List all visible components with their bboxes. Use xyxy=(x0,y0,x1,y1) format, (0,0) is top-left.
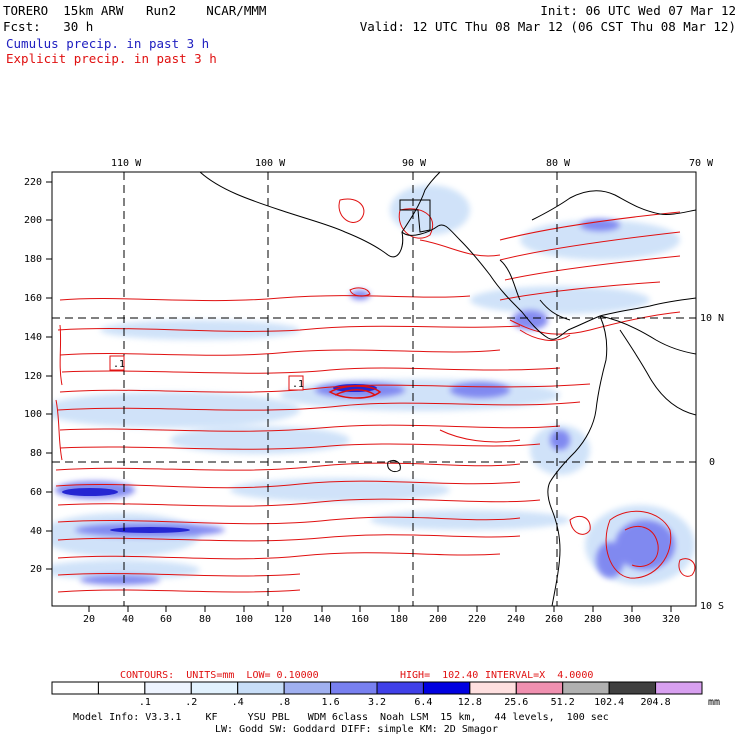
colorbar-swatch xyxy=(190,681,239,695)
colorbar-tick-label: 102.4 xyxy=(594,697,625,708)
coastlines xyxy=(199,172,696,606)
contour-label-box-2 xyxy=(288,375,304,391)
contours-interval: INTERVAL=X 4.0000 xyxy=(485,670,594,681)
colorbar-swatch xyxy=(608,681,657,695)
x-tick-label: 20 xyxy=(83,614,96,625)
lat-label-10n: 10 N xyxy=(700,313,725,324)
y-tick-label: 120 xyxy=(24,371,43,382)
lon-label-70w: 70 W xyxy=(689,158,714,169)
x-tick-label: 160 xyxy=(351,614,370,625)
valid-time: Valid: 12 UTC Thu 08 Mar 12 (06 CST Thu … xyxy=(359,19,736,34)
colorbar-swatch xyxy=(515,681,564,695)
colorbar-tick-label: 25.6 xyxy=(504,697,529,708)
y-tick-label: 180 xyxy=(24,254,43,265)
lon-label-100w: 100 W xyxy=(255,158,286,169)
lon-label-80w: 80 W xyxy=(546,158,571,169)
field-label-cumulus: Cumulus precip. in past 3 h xyxy=(6,36,210,51)
y-tick-label: 60 xyxy=(30,487,43,498)
colorbar-swatch xyxy=(562,681,610,695)
y-tick-label: 20 xyxy=(30,564,43,575)
y-tick-label: 40 xyxy=(30,526,43,537)
explicit-contours xyxy=(55,198,696,593)
lat-label-0: 0 xyxy=(709,457,716,468)
colorbar-swatch xyxy=(97,681,146,695)
model-info: Model Info: V3.3.1 KF YSU PBL WDM 6class… xyxy=(73,712,609,723)
x-tick-label: 100 xyxy=(235,614,254,625)
colorbar-tick-label: 1.6 xyxy=(321,697,340,708)
contour-label-2: .1 xyxy=(292,379,305,390)
x-tick-label: 60 xyxy=(160,614,173,625)
x-tick-label: 120 xyxy=(274,614,293,625)
x-tick-label: 280 xyxy=(584,614,603,625)
lat-label-10s: 10 S xyxy=(700,601,725,612)
lon-label-90w: 90 W xyxy=(402,158,427,169)
y-tick-label: 100 xyxy=(24,409,43,420)
colorbar-tick-label: .8 xyxy=(278,697,291,708)
colorbar-tick-label: 3.2 xyxy=(367,697,387,708)
colorbar-swatch xyxy=(422,681,471,695)
field-label-explicit: Explicit precip. in past 3 h xyxy=(6,51,217,66)
colorbar-swatch xyxy=(330,681,378,695)
x-tick-label: 320 xyxy=(662,614,681,625)
contours-info: CONTOURS: UNITS=mm LOW= 0.10000 xyxy=(120,670,319,681)
x-tick-label: 240 xyxy=(507,614,526,625)
lat-lon-grid xyxy=(52,172,696,606)
colorbar-swatch xyxy=(469,681,517,695)
init-time: Init: 06 UTC Wed 07 Mar 12 xyxy=(540,3,736,18)
x-tick-label: 80 xyxy=(199,614,212,625)
colorbar-tick-label: .1 xyxy=(138,697,151,708)
colorbar-swatch xyxy=(237,681,285,695)
contours-high: HIGH= 102.40 xyxy=(400,670,479,681)
precip-shading xyxy=(52,185,695,585)
colorbar-swatch xyxy=(144,681,192,695)
x-tick-label: 140 xyxy=(313,614,332,625)
colorbar-tick-label: 51.2 xyxy=(550,697,575,708)
colorbar-swatch xyxy=(655,681,703,695)
contour-label-box-1 xyxy=(109,355,125,371)
colorbar-tick-label: 204.8 xyxy=(640,697,671,708)
y-tick-label: 220 xyxy=(24,177,43,188)
colorbar-tick-label: 6.4 xyxy=(414,697,433,708)
y-tick-label: 200 xyxy=(24,215,43,226)
physics-info: LW: Godd SW: Goddard DIFF: simple KM: 2D… xyxy=(215,724,498,735)
y-tick-label: 140 xyxy=(24,332,43,343)
colorbar-tick-label: 12.8 xyxy=(457,697,482,708)
model-title: TORERO 15km ARW Run2 NCAR/MMM xyxy=(3,3,267,18)
plot-border xyxy=(51,171,697,607)
colorbar-swatch xyxy=(376,681,424,695)
colorbar-swatch xyxy=(283,681,332,695)
colorbar-unit: mm xyxy=(708,697,721,708)
lon-label-110w: 110 W xyxy=(111,158,142,169)
x-tick-label: 220 xyxy=(468,614,487,625)
y-tick-label: 160 xyxy=(24,293,43,304)
x-tick-label: 300 xyxy=(623,614,642,625)
forecast-hour: Fcst: 30 h xyxy=(3,19,94,34)
x-tick-label: 40 xyxy=(122,614,135,625)
contour-label-1: .1 xyxy=(113,359,126,370)
x-tick-label: 200 xyxy=(429,614,448,625)
colorbar-tick-label: .4 xyxy=(231,697,244,708)
colorbar-swatch xyxy=(51,681,99,695)
x-tick-label: 180 xyxy=(390,614,409,625)
tick-marks xyxy=(46,181,672,612)
colorbar-tick-label: .2 xyxy=(185,697,198,708)
y-tick-label: 80 xyxy=(30,448,43,459)
x-tick-label: 260 xyxy=(545,614,564,625)
